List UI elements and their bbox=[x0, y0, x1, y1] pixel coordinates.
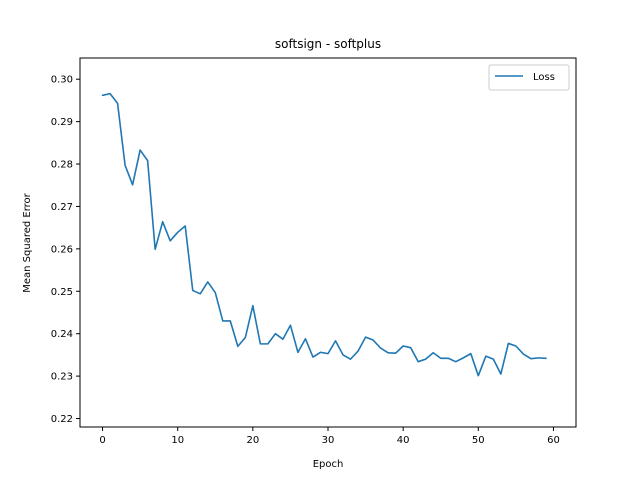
x-tick-label: 0 bbox=[99, 435, 105, 446]
y-tick-label: 0.24 bbox=[51, 329, 73, 340]
plot-frame bbox=[79, 57, 577, 428]
x-axis-label: Epoch bbox=[313, 459, 344, 470]
legend-label-loss: Loss bbox=[533, 72, 555, 83]
x-tick-label: 10 bbox=[171, 435, 184, 446]
x-tick-label: 30 bbox=[322, 435, 335, 446]
y-tick-label: 0.26 bbox=[51, 244, 73, 255]
y-tick-label: 0.29 bbox=[51, 117, 73, 128]
y-tick-label: 0.28 bbox=[51, 160, 73, 171]
x-tick-label: 20 bbox=[246, 435, 259, 446]
y-axis-label: Mean Squared Error bbox=[22, 192, 33, 292]
x-axis-ticks: 0 10 20 30 40 50 60 bbox=[99, 427, 560, 446]
y-axis-ticks: 0.22 0.23 0.24 0.25 0.26 0.27 0.28 0.29 0.30 bbox=[51, 75, 80, 425]
y-tick-label: 0.23 bbox=[51, 372, 73, 383]
series-line-loss bbox=[101, 92, 547, 377]
y-tick-label: 0.22 bbox=[51, 414, 73, 425]
y-tick-label: 0.25 bbox=[51, 287, 73, 298]
legend-box bbox=[488, 64, 570, 91]
y-tick-label: 0.30 bbox=[51, 75, 73, 86]
x-tick-label: 50 bbox=[472, 435, 485, 446]
legend: Loss bbox=[488, 64, 570, 91]
series-layer bbox=[101, 92, 547, 377]
x-tick-label: 60 bbox=[547, 435, 560, 446]
y-tick-label: 0.27 bbox=[51, 202, 73, 213]
x-tick-label: 40 bbox=[397, 435, 410, 446]
chart-title: softsign - softplus bbox=[275, 37, 381, 51]
